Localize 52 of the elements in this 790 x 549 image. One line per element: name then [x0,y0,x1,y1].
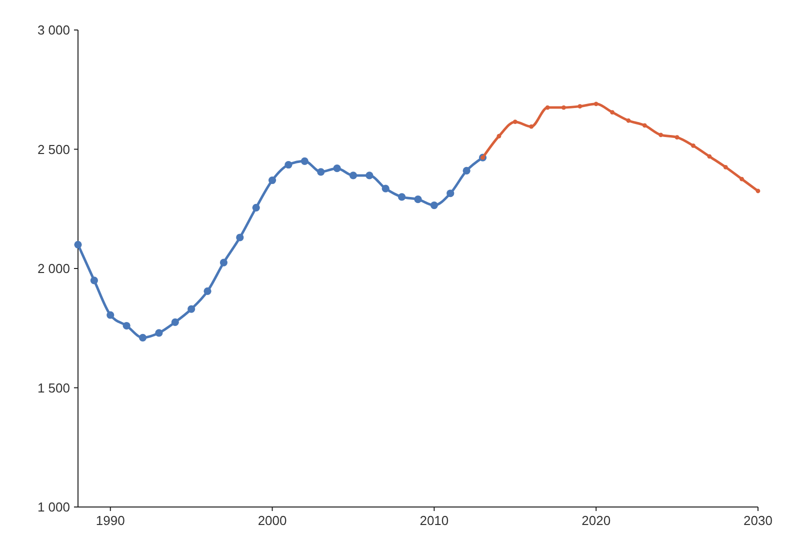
x-tick-label: 2020 [582,513,611,528]
point [642,123,647,128]
point [691,143,696,148]
point [300,157,308,165]
point [626,118,631,123]
point [562,105,566,110]
point [382,184,390,192]
y-tick-label: 1 000 [37,500,70,515]
point [122,322,130,330]
point [236,234,244,242]
point [578,104,582,109]
point [674,135,680,140]
point [349,172,358,180]
y-tick-label: 1 500 [37,380,70,396]
point [138,334,147,342]
point [333,164,341,172]
point [188,305,196,313]
point [366,172,374,180]
point [545,105,550,110]
point [756,188,760,194]
point [430,202,438,210]
point [171,318,179,326]
y-tick-label: 2 000 [37,261,70,276]
point [740,176,744,182]
x-tick-label: 2010 [420,513,449,528]
point [317,168,325,176]
point [155,329,163,337]
point [512,120,518,124]
point [446,190,454,198]
x-tick-label: 1990 [96,513,125,528]
point [462,166,470,175]
point [594,102,598,106]
point [90,276,98,284]
point [707,154,712,159]
y-tick-label: 2 500 [37,142,70,157]
point [74,240,82,248]
point [723,164,728,170]
point [268,176,276,184]
point [398,193,406,201]
point [529,124,534,129]
y-tick-label: 3 000 [37,22,70,38]
point [252,204,260,212]
point [610,110,614,114]
x-tick-label: 2000 [258,513,287,528]
point [106,311,114,319]
point [220,258,228,266]
point [284,160,292,169]
point [414,196,422,204]
point [204,287,212,295]
x-tick-label: 2030 [744,513,772,528]
point [496,134,502,138]
point [658,132,664,138]
